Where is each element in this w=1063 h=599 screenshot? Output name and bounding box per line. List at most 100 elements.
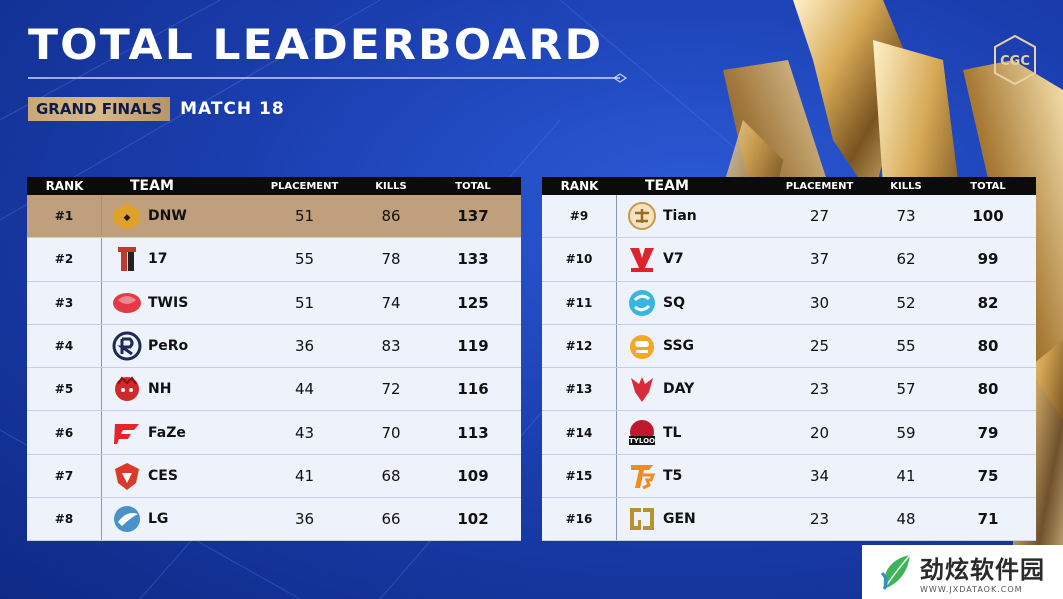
table-row: #4 PeRo 36 83 119 xyxy=(27,324,521,369)
table-row: #10 V7 37 62 99 xyxy=(542,238,1036,282)
day-logo xyxy=(631,377,653,403)
team-cell: 17 xyxy=(102,244,252,274)
team-name: TWIS xyxy=(148,294,189,311)
table-row: #13 DAY 23 57 80 xyxy=(542,368,1036,412)
placement-cell: 43 xyxy=(294,423,315,442)
rank-cell: #13 xyxy=(542,368,617,411)
t5-logo xyxy=(631,464,656,490)
team-cell: SQ xyxy=(617,288,767,318)
sq-logo xyxy=(629,289,655,316)
cgc-logo-text: CGC xyxy=(1000,54,1030,69)
title-underline xyxy=(28,73,628,83)
team-name: PeRo xyxy=(148,338,189,355)
nh-logo xyxy=(115,376,139,402)
kills-cell: 57 xyxy=(896,380,916,399)
cgc-logo: CGC xyxy=(994,34,1036,86)
kills-cell: 73 xyxy=(896,207,916,226)
placement-cell: 36 xyxy=(294,337,315,356)
rank-cell: #11 xyxy=(542,281,617,324)
total-cell: 102 xyxy=(457,510,489,529)
table-row: #5 NH 44 72 116 xyxy=(27,368,521,412)
team-cell: NH xyxy=(102,374,252,404)
total-cell: 116 xyxy=(457,380,489,399)
tian-logo xyxy=(628,202,656,231)
total-cell: 137 xyxy=(457,207,489,226)
17-gaming-logo xyxy=(118,247,136,272)
stage-badge: GRAND FINALS xyxy=(28,97,171,121)
team-cell: TWIS xyxy=(102,288,252,318)
team-cell: Tian xyxy=(617,201,767,231)
watermark-title: 劲炫软件园 xyxy=(920,556,1045,584)
team-name: TL xyxy=(663,424,682,441)
page-title: TOTAL LEADERBOARD xyxy=(28,20,604,69)
table-header: RANK TEAM PLACEMENT KILLS TOTAL xyxy=(27,177,521,195)
svg-text:TYLOO: TYLOO xyxy=(629,437,655,445)
match-label: MATCH 18 xyxy=(180,99,285,119)
team-cell: TYLOO TL xyxy=(617,418,767,448)
v7-logo xyxy=(630,248,654,273)
kills-cell: 59 xyxy=(896,423,916,442)
placement-cell: 36 xyxy=(294,510,315,529)
table-header: RANK TEAM PLACEMENT KILLS TOTAL xyxy=(542,177,1036,195)
rank-cell: #3 xyxy=(27,281,102,324)
rank-cell: #12 xyxy=(542,324,617,368)
team-name: DAY xyxy=(663,381,695,398)
total-cell: 125 xyxy=(457,293,489,312)
team-name: SQ xyxy=(663,294,685,311)
team-name: LG xyxy=(148,511,169,528)
placement-cell: 41 xyxy=(294,466,315,485)
table-row: #2 17 55 78 133 xyxy=(27,238,521,282)
total-cell: 113 xyxy=(457,423,489,442)
kills-cell: 72 xyxy=(381,380,401,399)
placement-cell: 51 xyxy=(294,207,315,226)
gen-logo xyxy=(630,508,654,531)
team-cell: PeRo xyxy=(102,331,252,361)
col-total: TOTAL xyxy=(455,180,491,192)
placement-cell: 25 xyxy=(809,337,830,356)
table-row: #16 GEN 23 48 71 xyxy=(542,498,1036,542)
col-placement: PLACEMENT xyxy=(270,180,339,192)
watermark-url: WWW.JXDATAOK.COM xyxy=(920,585,1023,594)
kills-cell: 55 xyxy=(896,337,916,356)
team-cell: V7 xyxy=(617,244,767,274)
kills-cell: 52 xyxy=(896,293,916,312)
site-watermark: 劲炫软件园 WWW.JXDATAOK.COM xyxy=(862,545,1063,599)
kills-cell: 66 xyxy=(381,510,401,529)
total-cell: 71 xyxy=(977,510,999,529)
leaf-logo-icon xyxy=(880,554,911,590)
rank-cell: #16 xyxy=(542,498,617,541)
lg-logo xyxy=(114,506,140,533)
kills-cell: 41 xyxy=(896,466,916,485)
table-row: #6 FaZe 43 70 113 xyxy=(27,411,521,455)
kills-cell: 68 xyxy=(381,466,401,485)
table-row: #3 TWIS 51 74 125 xyxy=(27,281,521,325)
rank-cell: #14 xyxy=(542,411,617,454)
placement-cell: 55 xyxy=(294,250,315,269)
team-name: SSG xyxy=(663,338,695,355)
pero-logo xyxy=(112,331,142,361)
rank-cell: #8 xyxy=(27,498,102,541)
dnw-logo: ◆ xyxy=(114,203,140,231)
placement-cell: 27 xyxy=(809,207,830,226)
kills-cell: 78 xyxy=(381,250,401,269)
leaderboard-left: RANK TEAM PLACEMENT KILLS TOTAL #1 ◆ DNW 51… xyxy=(27,177,521,542)
total-cell: 100 xyxy=(972,207,1004,226)
placement-cell: 34 xyxy=(809,466,830,485)
team-name: CES xyxy=(148,467,178,484)
placement-cell: 30 xyxy=(809,293,830,312)
table-row: #8 LG 36 66 102 xyxy=(27,498,521,542)
table-row: #9 Tian 27 73 100 xyxy=(542,195,1036,239)
team-name: T5 xyxy=(663,467,683,484)
team-name: GEN xyxy=(663,511,696,528)
table-row: #14 TYLOO TL 20 59 79 xyxy=(542,411,1036,455)
rank-cell: #9 xyxy=(542,195,617,238)
placement-cell: 37 xyxy=(809,250,830,269)
team-cell: T5 xyxy=(617,461,767,491)
team-cell: DAY xyxy=(617,374,767,404)
total-cell: 79 xyxy=(977,423,999,442)
faze-logo xyxy=(114,423,139,444)
total-cell: 109 xyxy=(457,466,489,485)
rank-cell: #1 xyxy=(27,195,102,238)
kills-cell: 62 xyxy=(896,250,916,269)
twis-logo xyxy=(113,292,141,313)
